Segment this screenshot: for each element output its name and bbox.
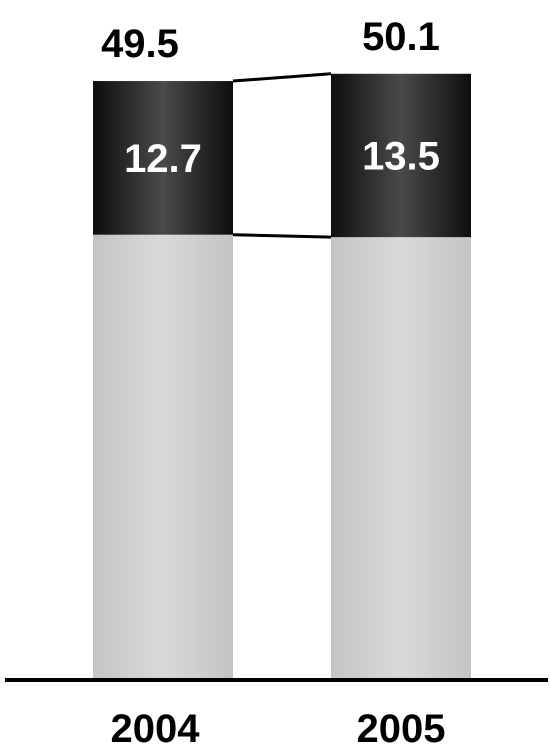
x-tick-label: 2004 <box>111 707 201 750</box>
bar-top-segment-2004 <box>93 81 233 235</box>
x-tick-label: 2005 <box>357 707 446 750</box>
total-value-label: 50.1 <box>362 15 440 59</box>
bar-top-segment-2005 <box>331 73 471 238</box>
bar-base-segment-2005 <box>331 237 471 680</box>
segment-value-label: 13.5 <box>362 134 440 178</box>
connector-line-top <box>232 72 332 83</box>
segment-value-label: 12.7 <box>124 137 202 181</box>
total-value-label: 49.5 <box>101 22 179 66</box>
connector-line-mid <box>232 233 332 239</box>
bar-base-segment-2004 <box>93 234 233 680</box>
